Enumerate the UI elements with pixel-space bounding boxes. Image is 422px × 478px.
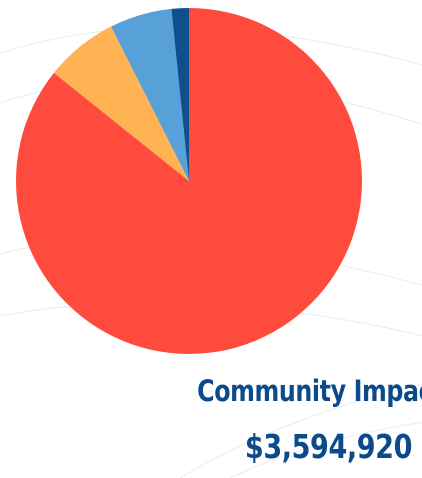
caption-title: Community Impact xyxy=(197,374,422,408)
pie-slice-1 xyxy=(16,8,363,354)
pie-chart xyxy=(16,8,363,354)
pie-slice-4 xyxy=(171,8,189,181)
pie-slice-3 xyxy=(111,8,189,181)
pie-chart-svg xyxy=(16,8,363,354)
caption-value: $3,594,920 xyxy=(244,427,412,466)
pie-slice-2 xyxy=(53,26,189,181)
